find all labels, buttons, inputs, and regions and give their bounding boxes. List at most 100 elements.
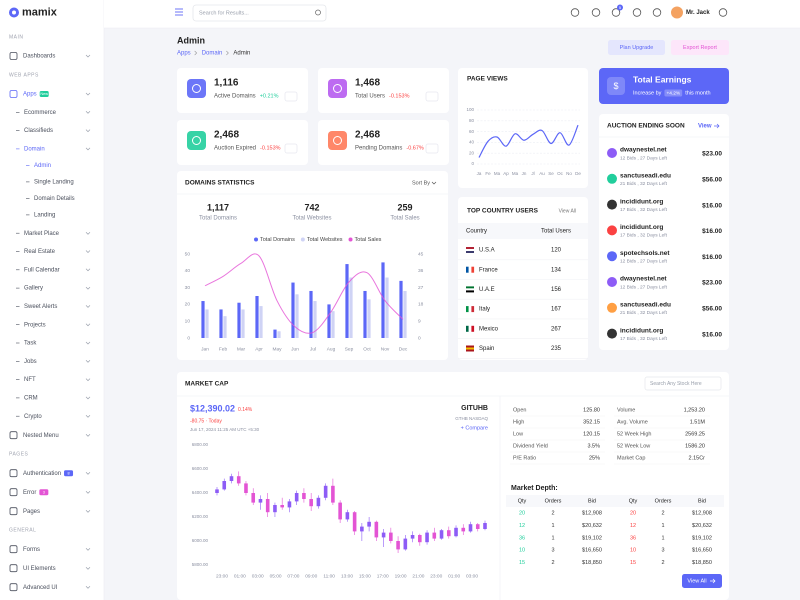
stat-row-label: P/E Ratio [513, 455, 536, 461]
stat-icon [187, 79, 206, 98]
stat-value: 2,468 [214, 130, 239, 141]
header-button[interactable] [671, 40, 729, 55]
stat-decor [284, 143, 298, 154]
bar [237, 302, 241, 338]
x-tick-label: 17:00 [377, 573, 389, 579]
menu-icon [9, 431, 18, 440]
menu-item[interactable]: Admin [34, 163, 51, 169]
header-button-text: Plan Upgrade [620, 45, 654, 51]
menu-item[interactable]: Domain [24, 146, 45, 152]
x-tick-label: Ma [494, 171, 501, 176]
stock-symbol: GITUHB [461, 405, 488, 412]
header-icon[interactable] [611, 8, 621, 17]
avatar[interactable] [671, 6, 683, 19]
menu-item[interactable]: Ecommerce [24, 110, 57, 116]
menu-chevron [85, 286, 91, 290]
x-tick-label: 09:00 [305, 573, 317, 579]
x-tick-label: 23:00 [430, 573, 442, 579]
stat-label: Total Users [355, 94, 385, 100]
x-tick-label: Nov [381, 346, 390, 352]
stat-row-label: Market Cap [617, 455, 645, 461]
candle-body [331, 485, 335, 503]
earnings-title: Total Earnings [633, 74, 692, 84]
depth-cell: $16,650 [692, 548, 712, 554]
menu-item[interactable]: UI Elements [23, 566, 56, 572]
stat-icon [328, 79, 347, 98]
sidebar-heading: PAGES [9, 452, 29, 458]
menu-item[interactable]: Gallery [24, 286, 43, 292]
depth-cell: 2 [661, 560, 664, 566]
candle-body [374, 521, 379, 538]
domain-stats-card [177, 171, 448, 360]
stat-icon-glyph [333, 84, 342, 93]
menu-item[interactable]: Task [24, 341, 37, 347]
auction-name: dwaynestel.net [620, 276, 667, 283]
menu-item[interactable]: CRM [24, 395, 38, 401]
menu-item[interactable]: Pages [23, 509, 40, 515]
auction-bids: 17 Bids , 32 Days Left [620, 233, 668, 239]
menu-item[interactable]: Crypto [24, 414, 42, 420]
header-icon[interactable] [632, 8, 642, 17]
candle-body [396, 541, 400, 550]
depth-header-cell: Bid [698, 498, 706, 504]
view-all-button[interactable] [682, 574, 722, 588]
menu-item[interactable]: Dashboards [23, 54, 55, 60]
x-tick-label: 21:00 [412, 573, 424, 579]
menu-icon [9, 469, 18, 478]
search-placeholder: Search for Results... [199, 10, 249, 16]
stat-row-label: 52 Week High [617, 431, 651, 437]
auction-name: sanctuseadi.edu [620, 302, 671, 309]
country-name: Italy [479, 307, 490, 313]
bar [219, 309, 223, 338]
view-link[interactable]: View [698, 124, 712, 130]
x-tick-label: Jul [310, 346, 316, 352]
x-tick-label: Apr [255, 346, 263, 352]
settings-icon[interactable] [718, 8, 728, 17]
bar [313, 301, 317, 338]
view-all-button[interactable]: View All [559, 208, 576, 214]
auction-price: $56.00 [702, 306, 722, 313]
menu-item[interactable]: Jobs [24, 359, 37, 365]
depth-cell: 15 [519, 560, 525, 566]
y2-tick-label: 0 [418, 335, 421, 341]
page-views-card [458, 68, 588, 188]
auction-price: $23.00 [702, 151, 722, 158]
depth-cell: 15 [630, 560, 636, 566]
menu-item[interactable]: Nested Menu [23, 433, 59, 439]
stock-search[interactable] [644, 376, 722, 391]
menu-item[interactable]: Classifieds [24, 128, 53, 134]
stat-row-value: 2569.25 [685, 431, 705, 437]
menu-item[interactable]: Error [23, 490, 36, 496]
menu-item[interactable]: Domain Details [34, 196, 75, 202]
auction-icon [607, 302, 617, 313]
menu-item[interactable]: Forms [23, 547, 40, 553]
candle-body [389, 532, 393, 541]
header-button[interactable] [608, 40, 665, 55]
search-box[interactable] [192, 4, 327, 22]
menu-item[interactable]: Landing [34, 212, 55, 218]
menu-item[interactable]: Apps [23, 92, 37, 98]
menu-item[interactable]: Authentication [23, 471, 61, 477]
breadcrumb-item[interactable]: Apps [177, 51, 191, 57]
sort-button[interactable]: Sort By [412, 180, 430, 186]
header-icon[interactable] [652, 8, 662, 17]
menu-item[interactable]: NFT [24, 377, 36, 383]
candle-body [258, 499, 263, 503]
compare-button[interactable]: + Compare [461, 425, 488, 431]
menu-item[interactable]: Single Landing [34, 179, 74, 185]
menu-item[interactable]: Sweet Alerts [24, 304, 57, 310]
menu-item[interactable]: Market Place [24, 231, 60, 237]
menu-item[interactable]: Advanced UI [23, 585, 58, 591]
menu-item[interactable]: Real Estate [24, 249, 56, 255]
earnings-text: this month [685, 90, 710, 96]
menu-item[interactable]: Projects [24, 322, 46, 328]
stat-icon-glyph [192, 84, 201, 93]
menu-item[interactable]: Full Calendar [24, 267, 60, 273]
stat-change: -0.153% [389, 93, 410, 99]
y-tick-label: 20 [469, 150, 475, 155]
header-icon[interactable] [570, 8, 580, 17]
header-icon[interactable] [591, 8, 601, 17]
breadcrumb-item[interactable]: Domain [202, 51, 223, 57]
card-title: DOMAINS STATISTICS [185, 180, 255, 187]
